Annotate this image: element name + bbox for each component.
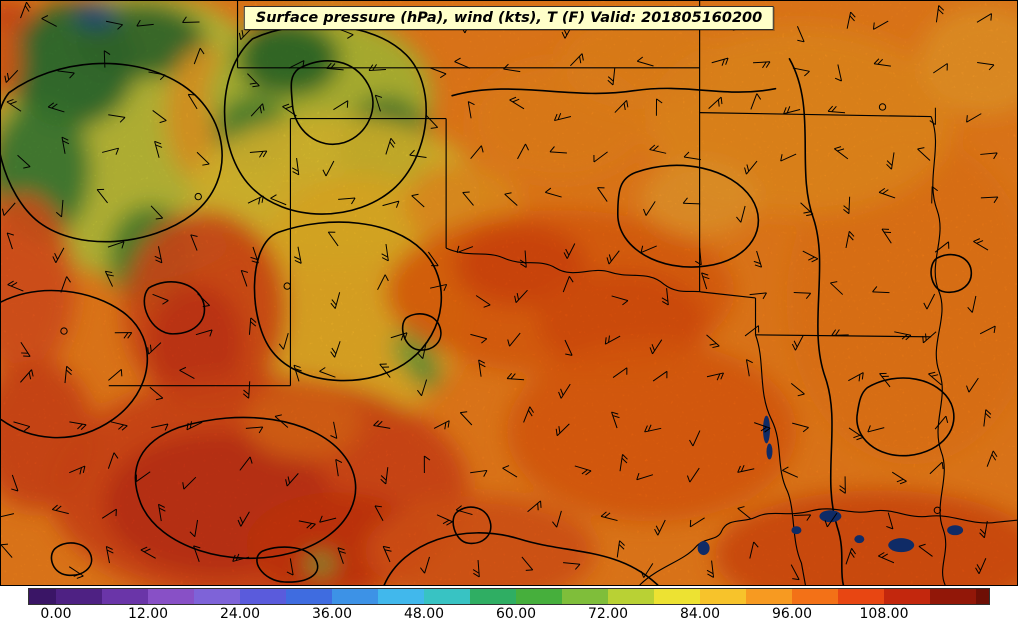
- colorbar-segment: [424, 589, 470, 604]
- colorbar-ticks: 0.00 12.00 24.00 36.00 48.00 60.00 72.00 84.00 9…: [0, 606, 1018, 628]
- water-bodies: [697, 415, 964, 556]
- colorbar-segment: [470, 589, 516, 604]
- colorbar-segment: [700, 589, 746, 604]
- colorbar-tick-label: 0.00: [40, 606, 72, 622]
- wind-barbs: [1, 1, 999, 581]
- colorbar-segment: [148, 589, 194, 604]
- colorbar-tick-label: 84.00: [679, 606, 721, 622]
- colorbar-tick-label: 12.00: [127, 606, 169, 622]
- colorbar-segment: [654, 589, 700, 604]
- colorbar-tick-label: 24.00: [219, 606, 261, 622]
- terrain-noise-texture: [1, 1, 1017, 585]
- colorbar-segment: [516, 589, 562, 604]
- colorbar-tick-label: 60.00: [495, 606, 537, 622]
- colorbar-segment: [102, 589, 148, 604]
- colorbar-segment: [608, 589, 654, 604]
- colorbar-tick-label: 108.00: [859, 606, 909, 622]
- colorbar-tick-label: 36.00: [311, 606, 353, 622]
- pressure-contours: [1, 24, 973, 585]
- colorbar-segment: [194, 589, 240, 604]
- colorbar-segment: [930, 589, 976, 604]
- colorbar-segment: [884, 589, 930, 604]
- colorbar-segment: [240, 589, 286, 604]
- colorbar-segment: [792, 589, 838, 604]
- colorbar: [28, 588, 990, 605]
- colorbar-segment: [29, 589, 56, 604]
- map-area: [0, 0, 1018, 586]
- colorbar-tick-label: 96.00: [771, 606, 813, 622]
- weather-map-canvas: [1, 1, 1017, 585]
- colorbar-segment: [378, 589, 424, 604]
- colorbar-segment: [976, 589, 989, 604]
- colorbar-segment: [286, 589, 332, 604]
- colorbar-tick-label: 72.00: [587, 606, 629, 622]
- colorbar-segment: [746, 589, 792, 604]
- colorbar-segment: [562, 589, 608, 604]
- colorbar-segment: [332, 589, 378, 604]
- colorbar-segment: [56, 589, 102, 604]
- colorbar-tick-label: 48.00: [403, 606, 445, 622]
- state-borders: [108, 1, 1017, 585]
- map-title: Surface pressure (hPa), wind (kts), T (F…: [243, 6, 775, 30]
- colorbar-segment: [838, 589, 884, 604]
